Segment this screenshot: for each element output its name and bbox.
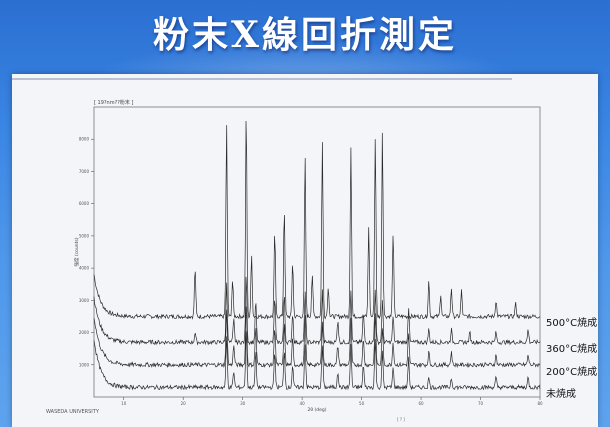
- chart-header: [ 19?nm??粉末 ]: [94, 100, 134, 106]
- series-trace-0: [93, 120, 541, 320]
- x-tick-label: 80: [537, 401, 543, 406]
- y-tick-label: 1000: [79, 362, 90, 367]
- footer-note: [ ? ]: [397, 417, 405, 422]
- paper-top-edge: [12, 78, 512, 80]
- y-tick-label: 2000: [79, 330, 90, 335]
- x-tick-label: 10: [121, 401, 127, 406]
- x-tick-label: 70: [478, 401, 484, 406]
- y-tick-label: 3000: [79, 298, 90, 303]
- series-trace-2: [93, 306, 541, 369]
- x-tick-label: 40: [300, 401, 306, 406]
- x-tick-label: 20: [181, 401, 187, 406]
- slide-title: 粉末X線回折測定: [153, 14, 457, 56]
- series-trace-3: [93, 331, 541, 391]
- series-label: 500°C焼成: [546, 318, 598, 330]
- institution-label: WASEDA UNIVERSITY: [46, 409, 99, 415]
- y-tick-label: 6000: [79, 201, 90, 206]
- y-tick-label: 8000: [79, 137, 90, 142]
- series-label: 360°C焼成: [546, 344, 598, 356]
- y-tick-label: 5000: [79, 233, 90, 238]
- chart-paper: [ 19?nm??粉末 ] WASEDA UNIVERSITY [ ? ]: [12, 74, 598, 427]
- x-axis-label: 2θ (deg): [307, 407, 326, 413]
- series-label: 200°C焼成: [546, 366, 598, 378]
- y-axis-label: 強度 (counts): [73, 237, 80, 266]
- y-tick-label: 4000: [79, 266, 90, 271]
- x-tick-label: 30: [240, 401, 246, 406]
- series-label: 未焼成: [546, 389, 576, 401]
- plot-frame: [93, 106, 541, 398]
- y-tick-label: 7000: [79, 169, 90, 174]
- x-tick-label: 50: [359, 401, 365, 406]
- x-tick-label: 60: [419, 401, 425, 406]
- series-trace-1: [93, 276, 541, 346]
